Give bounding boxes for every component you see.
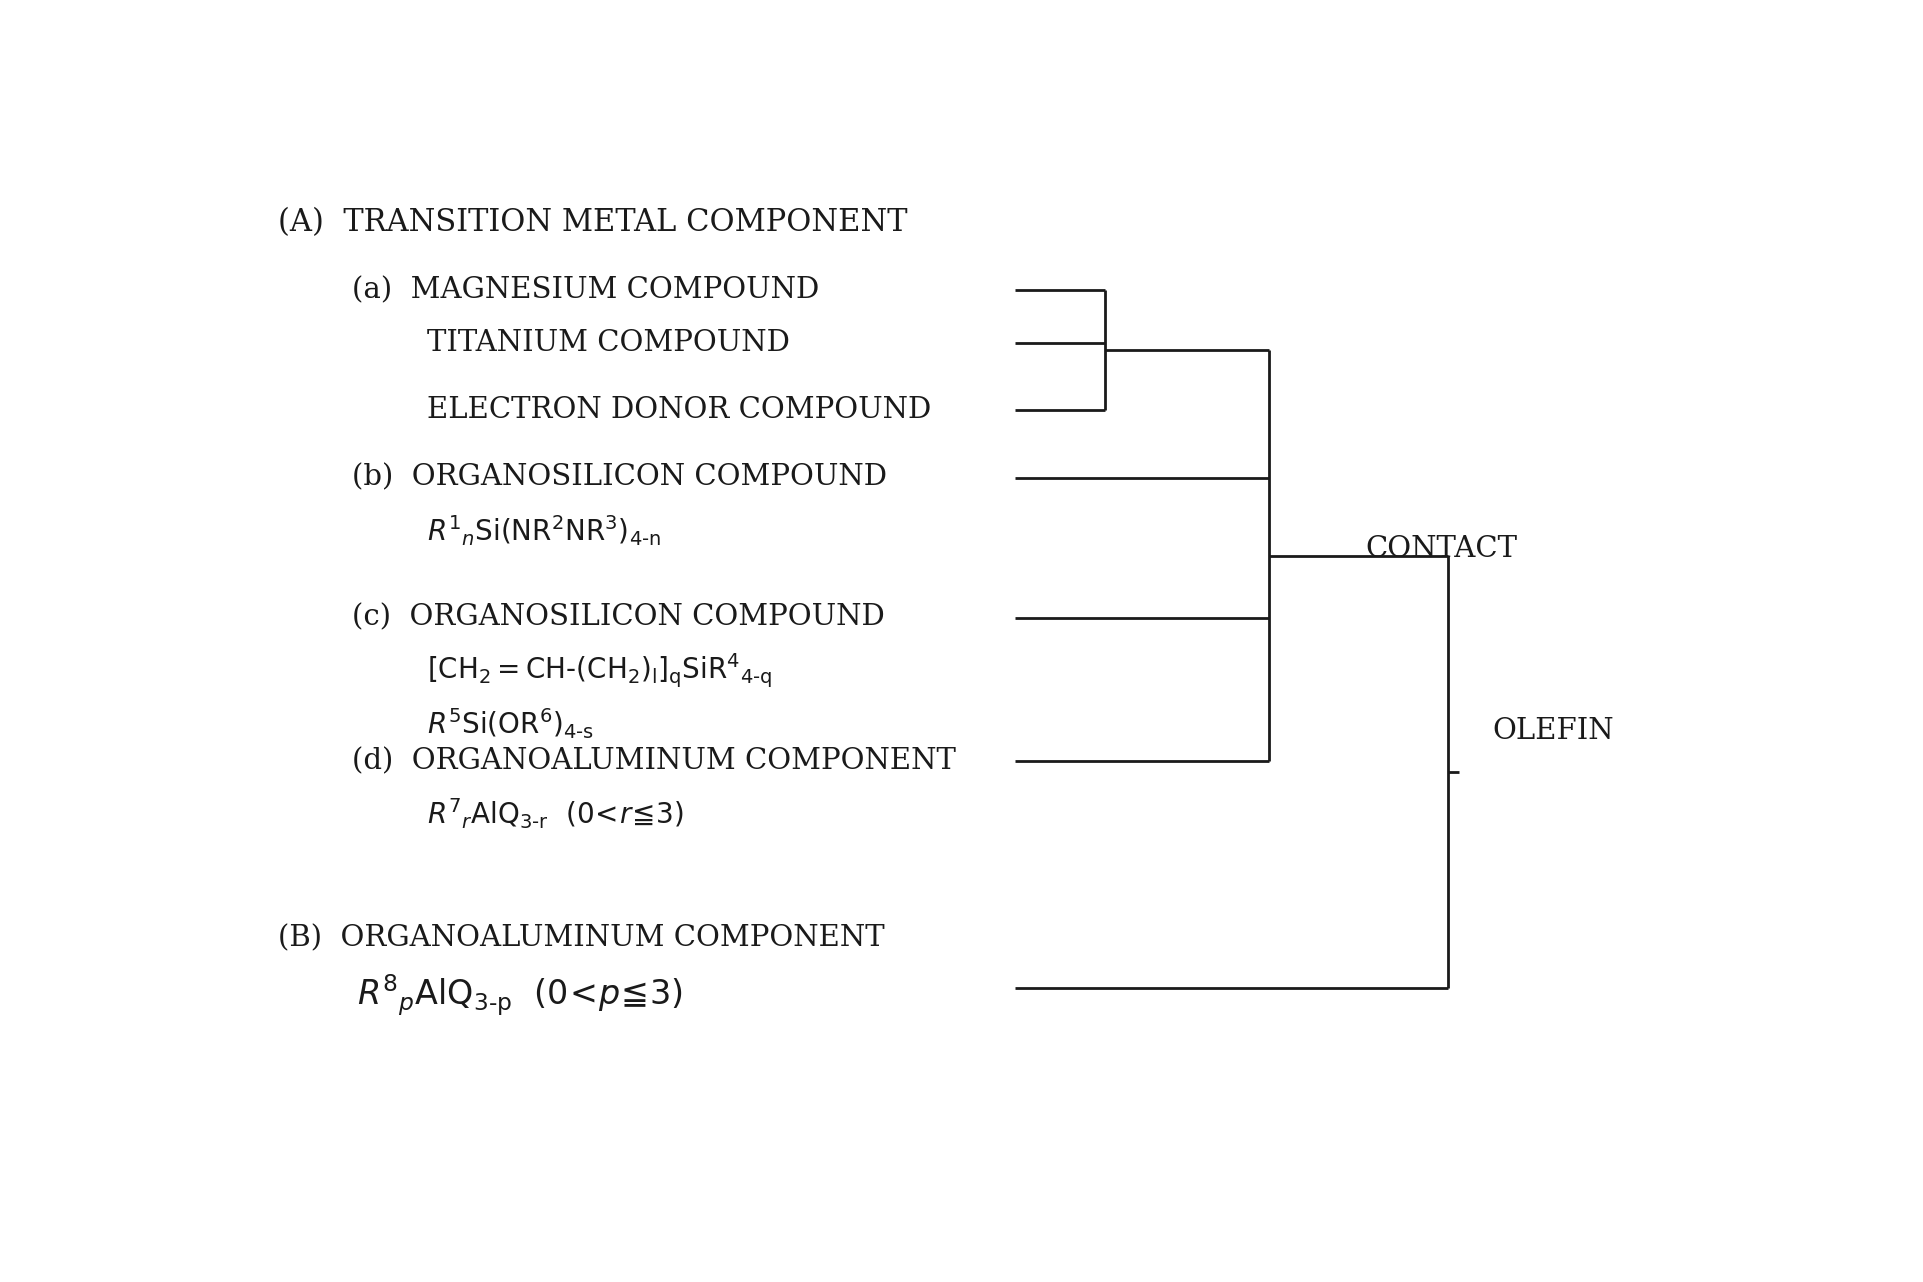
Text: (b)  ORGANOSILICON COMPOUND: (b) ORGANOSILICON COMPOUND: [352, 464, 887, 491]
Text: (a)  MAGNESIUM COMPOUND: (a) MAGNESIUM COMPOUND: [352, 276, 819, 304]
Text: TITANIUM COMPOUND: TITANIUM COMPOUND: [427, 329, 790, 358]
Text: CONTACT: CONTACT: [1365, 535, 1517, 563]
Text: (A)  TRANSITION METAL COMPONENT: (A) TRANSITION METAL COMPONENT: [277, 208, 908, 238]
Text: $R^7{}_r\mathrm{AlQ_{3\text{-}r}}\ \ (0\!<\!r\!\leqq\!3)$: $R^7{}_r\mathrm{AlQ_{3\text{-}r}}\ \ (0\…: [427, 796, 683, 831]
Text: $R^8{}_p\mathrm{AlQ_{3\text{-}p}}\ \ (0\!<\!p\!\leqq\!3)$: $R^8{}_p\mathrm{AlQ_{3\text{-}p}}\ \ (0\…: [356, 972, 683, 1018]
Text: (c)  ORGANOSILICON COMPOUND: (c) ORGANOSILICON COMPOUND: [352, 604, 885, 632]
Text: OLEFIN: OLEFIN: [1492, 718, 1613, 745]
Text: $R^1{}_n\mathrm{Si(NR^2NR^3)_{4\text{-}n}}$: $R^1{}_n\mathrm{Si(NR^2NR^3)_{4\text{-}n…: [427, 514, 662, 549]
Text: (B)  ORGANOALUMINUM COMPONENT: (B) ORGANOALUMINUM COMPONENT: [277, 924, 885, 953]
Text: $R^5\mathrm{Si(OR^6)_{4\text{-}s}}$: $R^5\mathrm{Si(OR^6)_{4\text{-}s}}$: [427, 706, 594, 741]
Text: $[\mathrm{CH_2{=}CH\text{-}(CH_2)_l]_q SiR^4{}_{4\text{-}q}}$: $[\mathrm{CH_2{=}CH\text{-}(CH_2)_l]_q S…: [427, 651, 771, 690]
Text: ELECTRON DONOR COMPOUND: ELECTRON DONOR COMPOUND: [427, 396, 931, 424]
Text: (d)  ORGANOALUMINUM COMPONENT: (d) ORGANOALUMINUM COMPONENT: [352, 747, 956, 774]
